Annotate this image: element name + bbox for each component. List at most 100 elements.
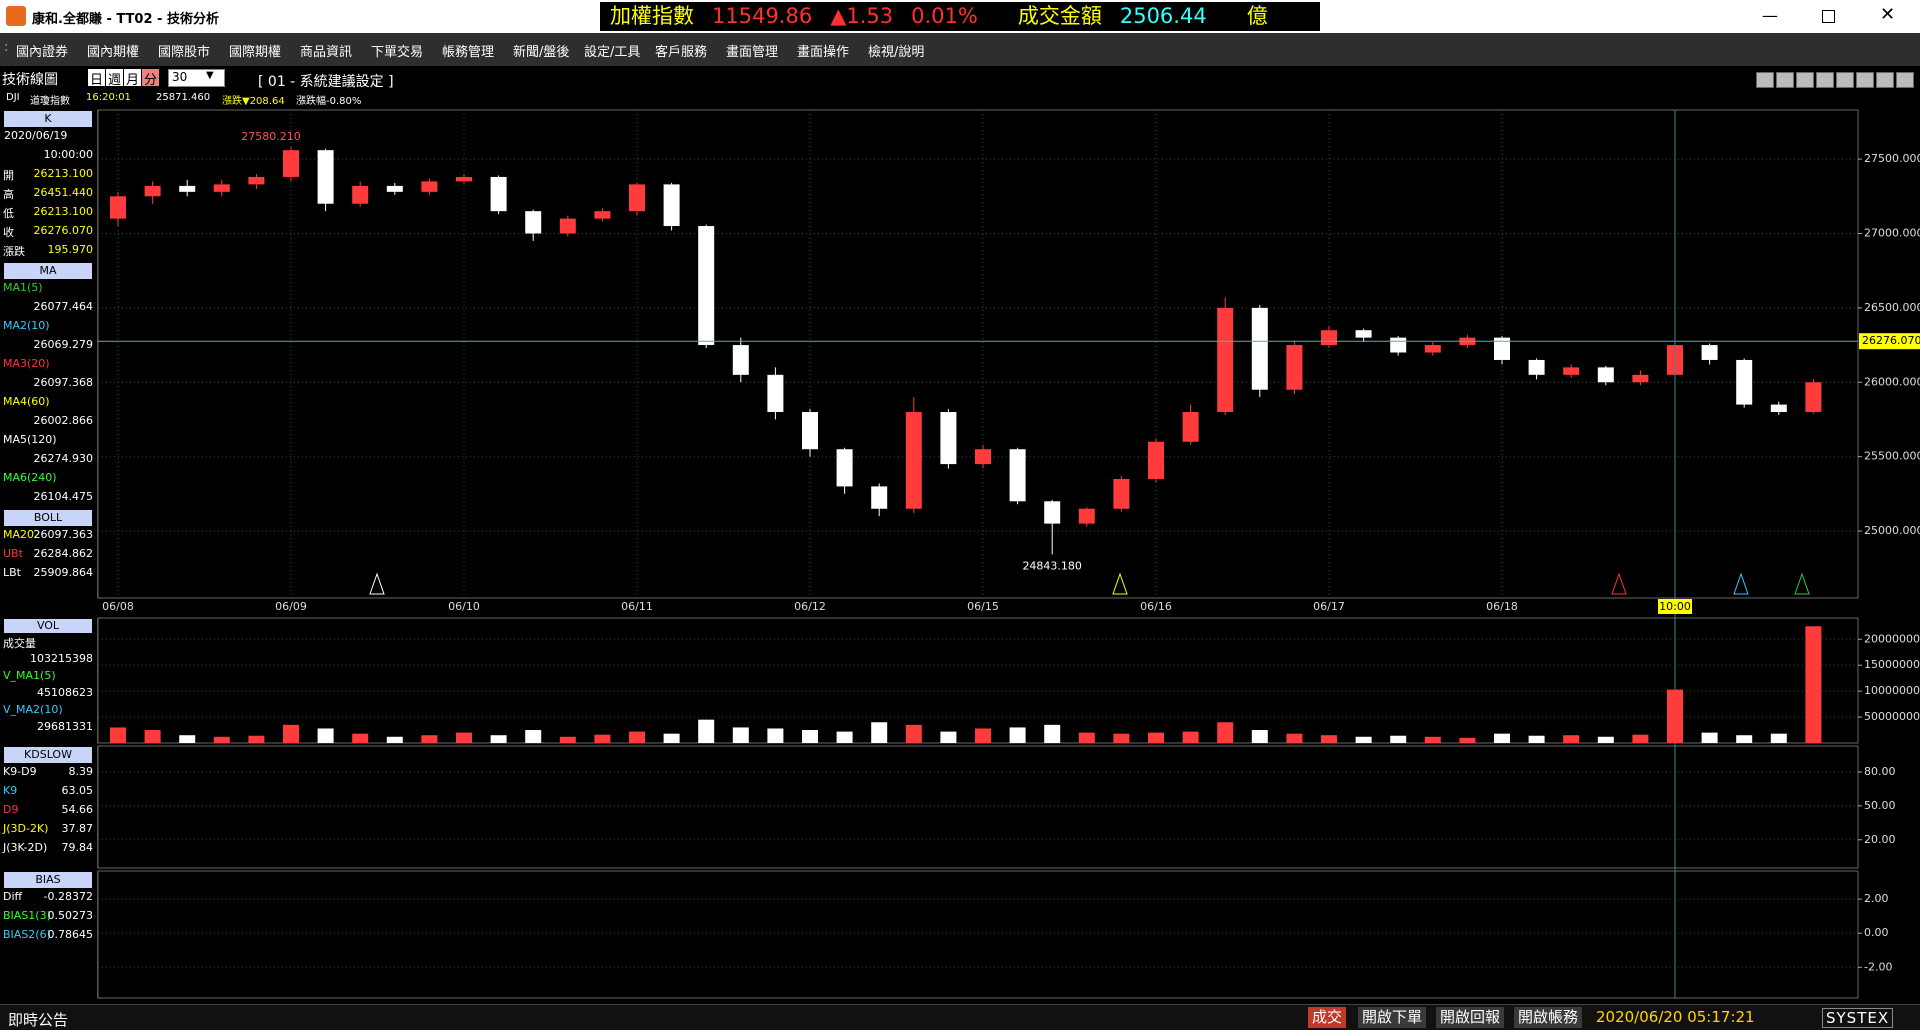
candle-body [1770,404,1787,413]
candle-body [1563,367,1580,375]
menu-item[interactable]: 設定/工具 [584,45,641,60]
row-label: K9-D9 [3,765,37,778]
volume-bar [1563,735,1580,743]
volume-bar [1390,735,1407,743]
last-price-box [1859,333,1920,350]
interval-select[interactable]: 30 [168,69,225,87]
volume-bar [629,731,645,743]
volume-bar [1078,732,1095,743]
row-label: MA6(240) [3,471,57,484]
menu-item[interactable]: 檢視/說明 [868,45,925,60]
candle-body [248,176,265,185]
brand: SYSTEX [1822,1008,1894,1028]
candle-body [144,185,161,197]
indicator-section: BOLL MA20 26097.363 UBt 26284.862 LBt 25909.86… [0,509,98,598]
menu-item[interactable]: 新聞/盤後 [513,45,570,60]
section-header: KDSLOW [4,747,92,763]
volume-bar [525,730,542,743]
candle-body [1390,337,1407,353]
volume-bar [1736,735,1753,743]
chart-tool-button[interactable] [1796,72,1814,88]
volume-bar [732,727,749,743]
signal-marker [1611,572,1627,595]
row-value: 79.84 [61,841,94,854]
candle-body [421,181,438,192]
row-label: UBt [3,547,23,560]
chart-tool-button[interactable] [1756,72,1774,88]
candle-body [490,176,507,212]
volume-bar [421,735,438,743]
chart-tool-button[interactable] [1896,72,1914,88]
y-tick-label: 27000.000 [1864,226,1920,239]
row-value: 37.87 [61,822,94,835]
period-tab[interactable]: 月 [124,69,141,88]
status-button[interactable]: 開啟帳務 [1514,1007,1583,1028]
period-tab[interactable]: 週 [106,69,123,88]
cursor-label: 10:00 [1659,600,1691,613]
signal-marker [1112,572,1128,595]
chart-tool-button[interactable] [1776,72,1794,88]
row-label: V_MA1(5) [3,669,56,682]
menu-item[interactable]: 客戶服務 [655,45,708,60]
status-button[interactable]: 成交 [1308,1007,1347,1028]
y-tick-label: 200000000 [1864,632,1920,645]
candle-body [525,211,542,234]
volume-bar [352,733,369,743]
menu-item[interactable]: 畫面管理 [726,45,779,60]
restore-button[interactable] [1822,10,1835,23]
volume-bar [1355,736,1372,743]
menu-item[interactable]: 國際期權 [229,45,282,60]
menu-item[interactable]: 商品資訊 [300,45,353,60]
minimize-button[interactable]: — [1762,6,1778,25]
candle-body [1321,330,1337,346]
candle-body [1736,359,1753,405]
period-tab[interactable]: 日 [88,69,105,88]
row-label: 低 [3,207,14,220]
chart-tool-button[interactable] [1836,72,1854,88]
volume-bar [213,736,230,743]
menu-item[interactable]: 國內證券 [16,45,69,60]
close-button[interactable]: ✕ [1880,4,1896,25]
row-value: 26284.862 [33,547,94,560]
menu-item[interactable]: 國際股市 [158,45,211,60]
status-button[interactable]: 開啟回報 [1436,1007,1505,1028]
status-button[interactable]: 開啟下單 [1358,1007,1427,1028]
date-label: 06/16 [1140,600,1172,613]
row-label: J(3D-2K) [3,822,49,835]
panel-frame [97,745,1859,869]
volume-bar [767,728,784,743]
row-label: BIAS1(3) [3,909,51,922]
info-change: 漲跌▼208.64 [222,96,285,107]
menu-item[interactable]: 畫面操作 [797,45,850,60]
candle-body [283,150,299,177]
row-label: V_MA2(10) [3,703,63,716]
candle-body [1182,412,1199,442]
chart-tool-button[interactable] [1856,72,1874,88]
row-value: 103215398 [30,652,93,665]
panel-frame [97,109,1859,599]
notice-label[interactable]: 即時公告 [8,1011,69,1029]
volume-bar [1286,733,1303,743]
menu-item[interactable]: 下單交易 [371,45,424,60]
last-price-label: 26276.070 [1862,334,1920,347]
price-annotation: 27580.210 [241,130,301,143]
period-tab[interactable]: 分 [142,69,159,88]
candle-body [317,150,334,204]
quote-index-name: 加權指數 [610,4,694,28]
setting-label[interactable]: [ 01 - 系統建議設定 ] [258,74,394,90]
chart-tool-button[interactable] [1816,72,1834,88]
row-label: D9 [3,803,19,816]
menu-item[interactable]: 國內期權 [87,45,140,60]
chart-tool-button[interactable] [1876,72,1894,88]
row-value: 26104.475 [33,490,94,503]
info-change-pct: 漲跌幅-0.80% [296,96,362,107]
volume-bar [248,735,265,743]
row-label: MA5(120) [3,433,57,446]
candle-body [732,345,749,375]
date-label: 06/09 [275,600,307,613]
menu-item[interactable]: 帳務管理 [442,45,495,60]
candle-body [1148,441,1164,479]
quote-turnover-name: 成交金額 [1017,4,1102,28]
section-header: MA [4,263,92,279]
